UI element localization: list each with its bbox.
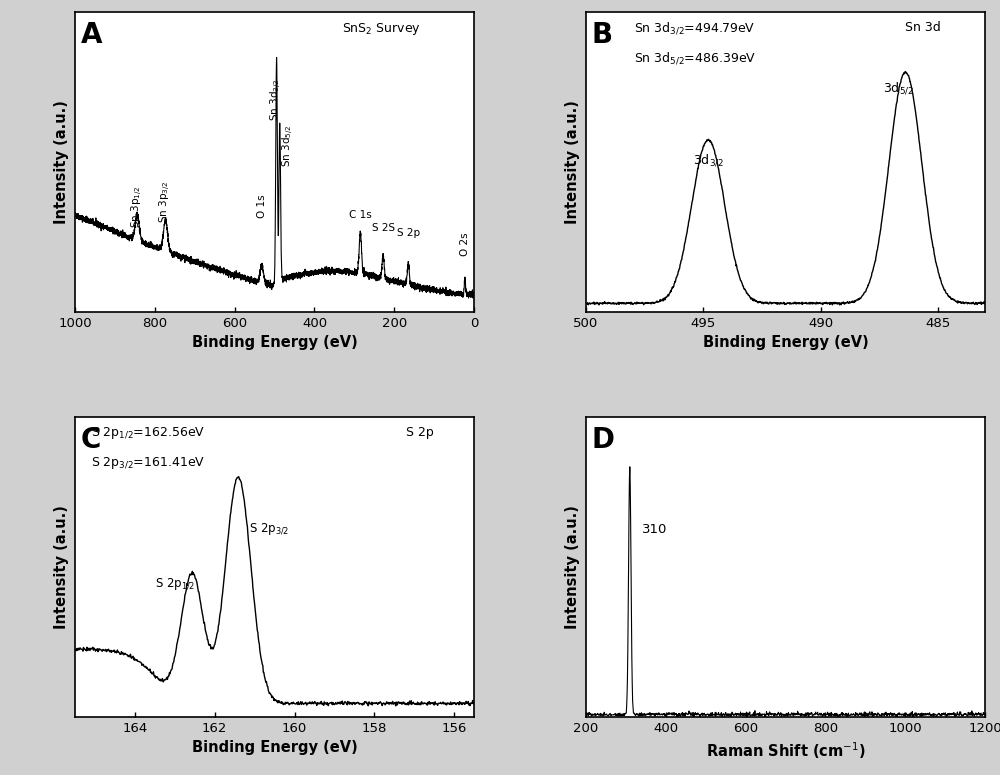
Text: C: C <box>81 425 101 454</box>
Text: S 2p$_{3/2}$: S 2p$_{3/2}$ <box>249 522 289 537</box>
Text: B: B <box>592 21 613 49</box>
Text: 310: 310 <box>642 523 667 536</box>
Y-axis label: Intensity (a.u.): Intensity (a.u.) <box>54 505 69 629</box>
Y-axis label: Intensity (a.u.): Intensity (a.u.) <box>54 100 69 224</box>
Text: Sn 3d$_{3/2}$: Sn 3d$_{3/2}$ <box>269 78 284 121</box>
Text: Sn 3d: Sn 3d <box>905 21 941 33</box>
Text: S 2p$_{3/2}$=161.41eV: S 2p$_{3/2}$=161.41eV <box>91 456 205 471</box>
Text: Sn 3p$_{3/2}$: Sn 3p$_{3/2}$ <box>158 181 173 222</box>
Text: D: D <box>592 425 615 454</box>
X-axis label: Binding Energy (eV): Binding Energy (eV) <box>192 335 357 350</box>
Text: SnS$_2$ Survey: SnS$_2$ Survey <box>342 21 421 36</box>
Text: O 1s: O 1s <box>257 194 267 218</box>
Text: O 2s: O 2s <box>460 232 470 256</box>
Text: Sn 3d$_{5/2}$=486.39eV: Sn 3d$_{5/2}$=486.39eV <box>634 50 756 67</box>
Text: 3d$_{3/2}$: 3d$_{3/2}$ <box>693 152 724 167</box>
Text: C 1s: C 1s <box>349 210 372 220</box>
Text: S 2p$_{1/2}$: S 2p$_{1/2}$ <box>155 577 195 592</box>
Y-axis label: Intensity (a.u.): Intensity (a.u.) <box>565 100 580 224</box>
Text: 3d$_{5/2}$: 3d$_{5/2}$ <box>883 80 914 95</box>
Text: S 2p: S 2p <box>397 228 420 238</box>
Text: Sn 3d$_{3/2}$=494.79eV: Sn 3d$_{3/2}$=494.79eV <box>634 21 755 36</box>
Text: Sn 3d$_{5/2}$: Sn 3d$_{5/2}$ <box>281 124 296 167</box>
Text: S 2p$_{1/2}$=162.56eV: S 2p$_{1/2}$=162.56eV <box>91 425 205 441</box>
Text: Sn 3p$_{1/2}$: Sn 3p$_{1/2}$ <box>130 185 145 228</box>
Y-axis label: Intensity (a.u.): Intensity (a.u.) <box>565 505 580 629</box>
X-axis label: Binding Energy (eV): Binding Energy (eV) <box>192 740 357 756</box>
X-axis label: Raman Shift (cm$^{-1}$): Raman Shift (cm$^{-1}$) <box>706 740 865 761</box>
Text: A: A <box>81 21 102 49</box>
Text: S 2p: S 2p <box>406 425 434 439</box>
Text: S 2S: S 2S <box>372 223 395 233</box>
X-axis label: Binding Energy (eV): Binding Energy (eV) <box>703 335 868 350</box>
